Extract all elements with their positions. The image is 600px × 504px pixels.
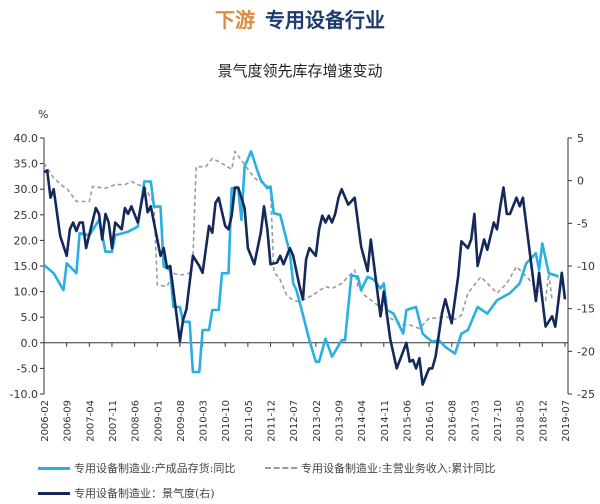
x-tick-label: 2010-03 [199, 400, 210, 442]
left-tick-label: 10.0 [14, 286, 39, 299]
legend-swatch [38, 466, 70, 470]
x-tick-label: 2009-08 [176, 400, 187, 442]
x-tick-label: 2017-10 [493, 400, 504, 442]
right-tick-label: -5 [577, 217, 588, 230]
x-tick-label: 2012-07 [289, 400, 300, 442]
header-title: 专用设备行业 [265, 8, 385, 32]
legend-label: 专用设备制造业：景气度(右) [74, 487, 215, 500]
left-tick-label: 15.0 [14, 260, 39, 273]
x-tick-label: 2016-08 [448, 400, 459, 442]
left-tick-label: -10.0 [10, 388, 38, 401]
x-tick-label: 2007-11 [108, 400, 119, 442]
x-tick-label: 2009-01 [153, 400, 164, 442]
legend-item-prosperity: 专用设备制造业：景气度(右) [38, 485, 215, 501]
series-line-1 [43, 150, 553, 330]
header-prefix: 下游 [215, 8, 255, 32]
legend-label: 专用设备制造业:产成品存货:同比 [74, 462, 236, 475]
legend-swatch [38, 491, 70, 495]
legend-swatch [265, 467, 297, 469]
right-tick-label: -20 [577, 345, 595, 358]
series-line-2 [43, 169, 567, 386]
left-tick-label: 40.0 [14, 132, 39, 145]
x-tick-label: 2015-06 [402, 400, 413, 442]
right-tick-label: -25 [577, 388, 595, 401]
x-tick-label: 2013-02 [312, 400, 323, 442]
x-tick-label: 2014-11 [380, 400, 391, 442]
left-tick-label: -5.0 [17, 362, 38, 375]
x-tick-label: 2019-07 [561, 400, 572, 442]
chart-title: 景气度领先库存增速变动 [217, 62, 383, 80]
x-tick-label: 2007-04 [85, 400, 96, 442]
series-line-0 [43, 150, 560, 374]
left-tick-label: 0.0 [21, 337, 39, 350]
left-tick-label: 35.0 [14, 158, 39, 171]
x-tick-label: 2008-06 [131, 400, 142, 442]
right-tick-label: 0 [577, 175, 584, 188]
left-tick-label: 20.0 [14, 234, 39, 247]
legend-item-revenue: 专用设备制造业:主营业务收入:累计同比 [265, 460, 495, 476]
right-tick-label: -10 [577, 260, 595, 273]
left-tick-label: 25.0 [14, 209, 39, 222]
left-tick-label: 5.0 [21, 311, 39, 324]
x-tick-label: 2017-03 [470, 400, 481, 442]
x-tick-label: 2018-12 [538, 400, 549, 442]
x-tick-label: 2010-10 [221, 400, 232, 442]
x-tick-label: 2016-01 [425, 400, 436, 442]
x-tick-label: 2011-05 [244, 400, 255, 442]
left-tick-label: 30.0 [14, 183, 39, 196]
x-tick-label: 2006-09 [63, 400, 74, 442]
x-tick-label: 2014-04 [357, 400, 368, 442]
left-axis-unit: % [38, 108, 49, 121]
x-tick-label: 2006-02 [40, 400, 51, 442]
legend-label: 专用设备制造业:主营业务收入:累计同比 [301, 462, 496, 475]
x-tick-label: 2011-12 [267, 400, 278, 442]
x-tick-label: 2013-09 [334, 400, 345, 442]
right-tick-label: -15 [577, 303, 595, 316]
legend-item-inventory: 专用设备制造业:产成品存货:同比 [38, 460, 235, 476]
x-tick-label: 2018-05 [516, 400, 527, 442]
right-tick-label: 5 [577, 132, 584, 145]
page-header: 下游 专用设备行业 [0, 4, 600, 33]
